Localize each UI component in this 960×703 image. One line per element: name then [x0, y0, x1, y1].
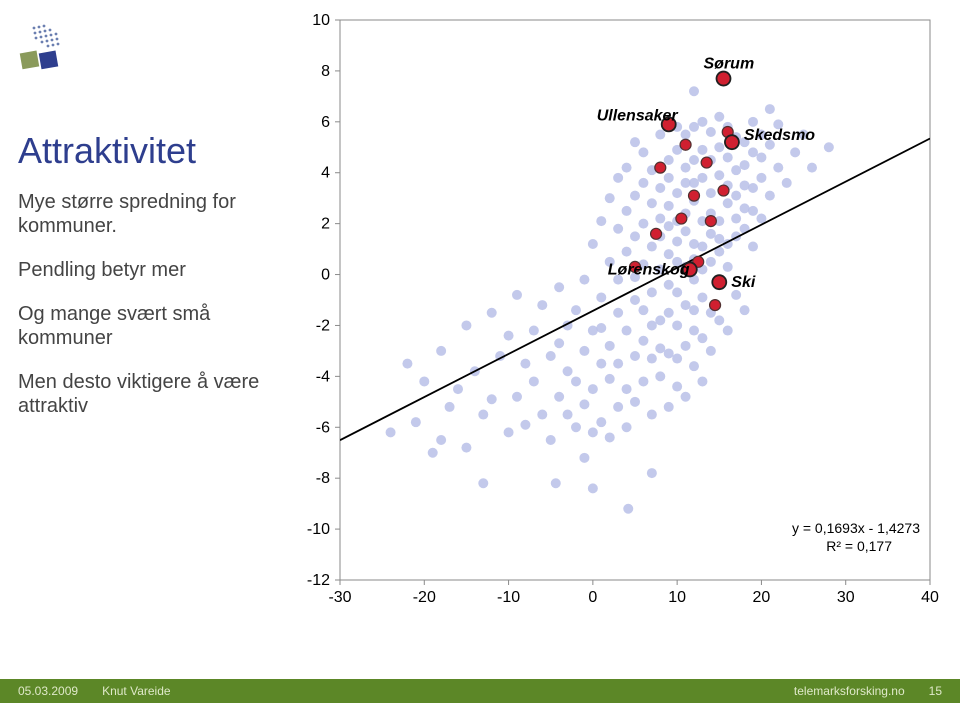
svg-text:-8: -8: [316, 470, 330, 487]
svg-text:10: 10: [668, 589, 686, 606]
svg-text:-12: -12: [307, 572, 330, 589]
svg-text:y = 0,1693x - 1,4273: y = 0,1693x - 1,4273: [792, 520, 920, 536]
svg-text:R² = 0,177: R² = 0,177: [826, 538, 892, 554]
svg-text:4: 4: [321, 165, 330, 182]
paragraph-2: Pendling betyr mer: [18, 258, 288, 282]
svg-text:-10: -10: [497, 589, 520, 606]
svg-text:0: 0: [321, 267, 330, 284]
svg-text:0: 0: [588, 589, 597, 606]
slide-root: Attraktivitet Mye større spredning for k…: [0, 0, 960, 703]
svg-text:-10: -10: [307, 521, 330, 538]
svg-text:Ski: Ski: [731, 274, 756, 291]
svg-text:10: 10: [312, 12, 330, 29]
footer-date: 05.03.2009: [18, 684, 78, 698]
svg-text:Sørum: Sørum: [704, 56, 755, 73]
svg-text:Lørenskog: Lørenskog: [608, 261, 690, 278]
svg-text:-6: -6: [316, 419, 330, 436]
svg-text:20: 20: [753, 589, 771, 606]
svg-text:6: 6: [321, 114, 330, 131]
svg-text:40: 40: [921, 589, 939, 606]
svg-text:-2: -2: [316, 317, 330, 334]
logo: [16, 18, 72, 79]
paragraph-1: Mye større spredning for kommuner.: [18, 190, 288, 238]
scatter-chart: -12-10-8-6-4-20246810-30-20-10010203040U…: [280, 10, 940, 640]
footer-bar: 05.03.2009 Knut Vareide telemarksforskin…: [0, 679, 960, 703]
svg-text:Ullensaker: Ullensaker: [597, 107, 679, 124]
footer-site: telemarksforsking.no: [794, 684, 905, 698]
text-column: Attraktivitet Mye større spredning for k…: [18, 130, 288, 438]
slide-title: Attraktivitet: [18, 130, 288, 172]
svg-text:2: 2: [321, 216, 330, 233]
svg-text:Skedsmo: Skedsmo: [744, 127, 815, 144]
footer-author: Knut Vareide: [102, 684, 171, 698]
svg-text:8: 8: [321, 63, 330, 80]
paragraph-3: Og mange svært små kommuner: [18, 302, 288, 350]
svg-text:-30: -30: [328, 589, 351, 606]
svg-text:-20: -20: [413, 589, 436, 606]
footer-page: 15: [929, 684, 942, 698]
svg-text:-4: -4: [316, 368, 330, 385]
paragraph-4: Men desto viktigere å være attraktiv: [18, 370, 288, 418]
svg-text:30: 30: [837, 589, 855, 606]
